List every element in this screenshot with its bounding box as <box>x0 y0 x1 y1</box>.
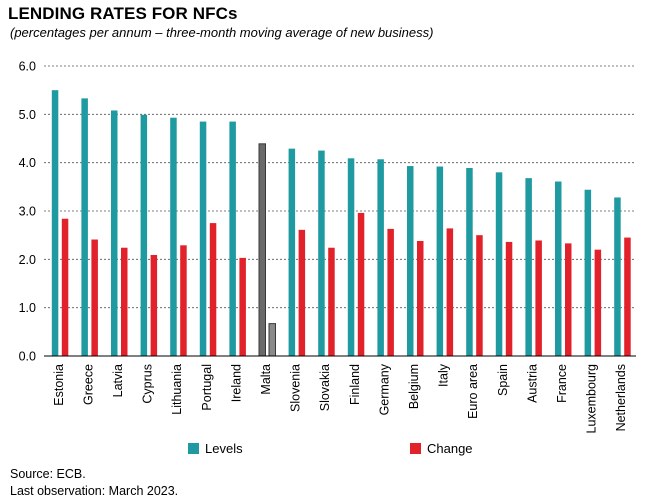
y-tick-label: 0.0 <box>19 350 36 364</box>
bar-change-portugal <box>209 223 217 356</box>
bar-levels-netherlands <box>614 197 621 356</box>
last-observation-note: Last observation: March 2023. <box>10 484 179 498</box>
bar-levels-euro-area <box>466 167 473 356</box>
x-tick-label: Germany <box>377 363 391 415</box>
chart-title: LENDING RATES FOR NFCs <box>8 4 238 23</box>
bar-change-ireland <box>239 257 246 356</box>
bar-levels-italy <box>436 166 444 356</box>
bar-change-latvia <box>121 247 128 356</box>
y-tick-label: 5.0 <box>19 108 36 122</box>
bar-levels-malta <box>258 143 266 357</box>
x-tick-label: Belgium <box>407 364 421 409</box>
x-tick-label: Netherlands <box>614 364 628 431</box>
bar-levels-spain <box>495 172 503 356</box>
bar-change-germany <box>387 228 394 356</box>
x-tick-label: Finland <box>348 364 362 405</box>
bar-change-finland <box>357 212 365 356</box>
x-tick-label: Euro area <box>466 364 480 419</box>
bar-levels-finland <box>347 158 355 356</box>
bar-change-lithuania <box>180 245 187 356</box>
y-tick-label: 3.0 <box>19 205 36 219</box>
legend-item-change: Change <box>410 441 473 456</box>
y-tick-label: 2.0 <box>19 253 36 267</box>
legend-label-change: Change <box>427 441 473 456</box>
bar-levels-greece <box>81 98 88 356</box>
legend-swatch-change <box>410 443 421 454</box>
x-tick-label: Ireland <box>229 364 243 402</box>
bar-levels-estonia <box>51 90 59 357</box>
bar-change-estonia <box>61 218 69 356</box>
legend-item-levels: Levels <box>188 441 243 456</box>
bar-change-euro-area <box>476 235 483 356</box>
bar-change-france <box>565 243 572 356</box>
x-tick-label: Greece <box>81 364 95 405</box>
bar-change-malta <box>268 323 276 357</box>
x-tick-label: Luxembourg <box>585 364 599 434</box>
x-tick-label: Malta <box>259 364 273 395</box>
bar-levels-lithuania <box>170 117 177 356</box>
bar-levels-austria <box>525 178 532 356</box>
chart-subtitle: (percentages per annum – three-month mov… <box>10 25 434 40</box>
bar-levels-portugal <box>199 121 207 356</box>
bar-chart: 0.0 1.0 2.0 3.0 4.0 5.0 6.0 Estonia Greece Latvia… <box>19 60 636 434</box>
x-tick-label: Lithuania <box>170 364 184 415</box>
x-tick-label: Spain <box>496 364 510 396</box>
x-tick-label: Cyprus <box>141 364 155 404</box>
x-tick-label: Italy <box>437 363 451 387</box>
x-tick-label: Latvia <box>111 364 125 397</box>
bar-change-netherlands <box>624 237 631 356</box>
bar-levels-ireland <box>229 121 236 356</box>
x-tick-label: Slovenia <box>289 364 303 412</box>
bar-levels-luxembourg <box>584 189 592 356</box>
bar-change-slovakia <box>328 247 335 356</box>
bar-levels-latvia <box>111 110 118 356</box>
legend-swatch-levels <box>188 443 199 454</box>
bar-change-spain <box>505 241 513 356</box>
bar-change-belgium <box>417 240 424 356</box>
y-tick-label: 4.0 <box>19 156 36 170</box>
x-tick-label: Austria <box>525 364 539 403</box>
y-tick-label: 6.0 <box>19 60 36 74</box>
x-tick-label: France <box>555 364 569 403</box>
bar-change-cyprus <box>150 254 158 356</box>
x-tick-label: Slovakia <box>318 364 332 411</box>
y-tick-label: 1.0 <box>19 301 36 315</box>
bar-levels-belgium <box>407 166 414 356</box>
bar-levels-germany <box>377 159 384 356</box>
legend-label-levels: Levels <box>205 441 243 456</box>
bar-levels-cyprus <box>140 114 148 356</box>
bar-levels-slovakia <box>318 150 325 356</box>
bar-change-austria <box>535 240 542 356</box>
bar-change-luxembourg <box>594 249 602 356</box>
bar-levels-slovenia <box>288 148 296 356</box>
bar-change-slovenia <box>298 229 306 356</box>
bar-change-greece <box>91 239 98 356</box>
x-tick-label: Portugal <box>200 364 214 411</box>
bar-levels-france <box>555 181 562 356</box>
source-note: Source: ECB. <box>10 467 86 481</box>
x-tick-label: Estonia <box>52 364 66 406</box>
bar-change-italy <box>446 228 454 356</box>
